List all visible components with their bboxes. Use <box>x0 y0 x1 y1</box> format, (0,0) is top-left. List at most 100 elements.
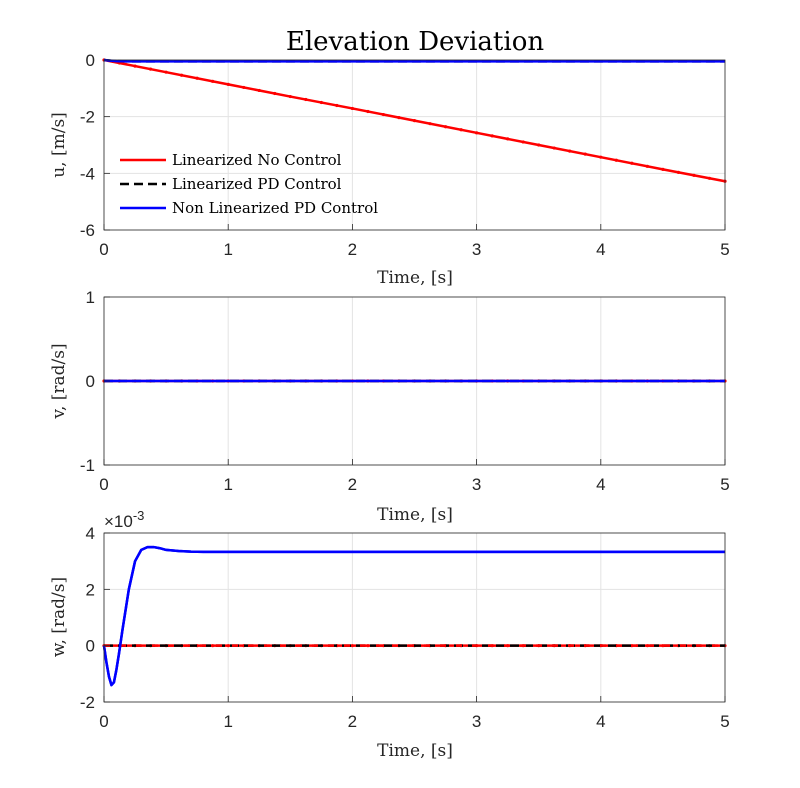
series-group <box>102 545 727 687</box>
panel-v: 0 1 2 3 4 5-101 Time, [s] v, [rad/s] <box>49 288 730 525</box>
plot-area <box>104 60 725 230</box>
x-axis-label: Time, [s] <box>377 505 453 525</box>
x-tick-label: 0 <box>99 712 108 731</box>
y-tick-label: -4 <box>80 164 95 183</box>
series-marker-linearized-no-control <box>599 155 603 159</box>
x-tick-label: 1 <box>223 712 232 731</box>
axes-box <box>103 532 726 703</box>
y-tick-label: -6 <box>80 221 95 240</box>
series-marker-linearized-no-control <box>226 82 230 86</box>
y-tick-label: -2 <box>80 108 95 127</box>
series-marker-linearized-no-control <box>692 173 696 177</box>
plot-area <box>104 533 725 702</box>
series-marker-linearized-no-control <box>475 131 479 135</box>
legend-entry: Linearized PD Control <box>172 175 342 193</box>
y-axis-label: w, [rad/s] <box>49 577 69 657</box>
series-marker-linearized-no-control <box>490 134 494 138</box>
ticks: 0 1 2 3 4 5-101 <box>80 288 730 494</box>
series-marker-linearized-no-control <box>381 112 386 117</box>
series-marker-linearized-no-control <box>521 140 525 144</box>
series-marker-linearized-no-control <box>412 119 417 123</box>
series-marker-linearized-no-control <box>614 158 618 162</box>
y-axis-label: v, [rad/s] <box>49 343 69 419</box>
series-marker-linearized-no-control <box>319 100 323 105</box>
series-group <box>102 379 727 383</box>
series-marker-linearized-no-control <box>366 644 370 648</box>
x-tick-label: 5 <box>720 475 729 494</box>
legend-entry: Linearized No Control <box>172 151 342 169</box>
series-marker-linearized-no-control <box>568 149 572 153</box>
x-tick-label: 1 <box>223 240 232 259</box>
series-marker-linearized-no-control <box>506 137 510 141</box>
series-marker-linearized-no-control <box>537 143 541 147</box>
y-tick-label: -2 <box>80 693 95 712</box>
ticks: 0 1 2 3 4 5 -6 -4 -2 0 <box>80 51 730 259</box>
y-axis-label: u, [m/s] <box>49 112 69 178</box>
legend: Linearized No Control Linearized PD Cont… <box>120 151 378 217</box>
x-tick-label: 5 <box>720 240 729 259</box>
series-marker-linearized-no-control <box>242 85 246 90</box>
series-marker-linearized-no-control <box>707 176 712 180</box>
series-marker-linearized-no-control <box>459 128 463 132</box>
series-marker-linearized-no-control <box>257 88 261 93</box>
y-tick-label: 2 <box>86 580 95 599</box>
y-tick-label: 4 <box>86 524 95 543</box>
series-marker-linearized-no-control <box>661 644 665 648</box>
series-marker-linearized-no-control <box>428 122 432 126</box>
series-marker-linearized-no-control <box>226 644 230 648</box>
series-marker-linearized-no-control <box>195 76 199 80</box>
series-marker-linearized-no-control <box>148 67 153 71</box>
x-axis-label: Time, [s] <box>377 741 453 761</box>
chart-title: Elevation Deviation <box>286 27 544 57</box>
series-marker-linearized-no-control <box>335 103 339 108</box>
series-marker-linearized-no-control <box>397 115 401 120</box>
x-tick-label: 3 <box>472 712 481 731</box>
series-marker-linearized-no-control <box>211 79 215 83</box>
series-marker-linearized-no-control <box>366 109 370 114</box>
legend-entry: Non Linearized PD Control <box>172 199 378 217</box>
x-tick-label: 5 <box>720 712 729 731</box>
x-tick-label: 4 <box>596 712 605 731</box>
y-tick-label: 0 <box>86 637 95 656</box>
x-tick-label: 4 <box>596 475 605 494</box>
x-tick-label: 2 <box>348 475 357 494</box>
series-marker-linearized-no-control <box>350 644 354 648</box>
x-axis-label: Time, [s] <box>377 268 453 288</box>
series-marker-linearized-no-control <box>273 91 277 96</box>
series-marker-linearized-no-control <box>552 146 556 150</box>
series-marker-linearized-no-control <box>443 125 448 129</box>
y-axis-exponent: ×10-3 <box>104 508 144 531</box>
series-line-non-linearized-pd-control-overlay <box>102 545 725 687</box>
y-tick-label: 0 <box>86 51 95 70</box>
y-tick-label: 1 <box>86 288 95 307</box>
series-marker-linearized-no-control <box>676 170 681 174</box>
series-group <box>102 58 727 183</box>
series-marker-linearized-no-control <box>180 73 184 77</box>
x-tick-label: 2 <box>348 240 357 259</box>
series-line-non-linearized-pd-control <box>103 58 725 63</box>
series-marker-linearized-no-control <box>350 106 354 111</box>
y-tick-label: -1 <box>80 456 95 475</box>
axes-box <box>103 59 726 231</box>
series-marker-linearized-no-control <box>661 167 665 171</box>
series-marker-linearized-no-control <box>304 97 308 102</box>
series-marker-linearized-no-control <box>288 94 292 99</box>
series-marker-linearized-no-control <box>211 644 215 648</box>
x-tick-label: 1 <box>223 475 232 494</box>
panel-u: 0 1 2 3 4 5 -6 -4 -2 0 Elevation Deviation Time, … <box>49 27 730 288</box>
y-tick-label: 0 <box>86 372 95 391</box>
x-tick-label: 4 <box>596 240 605 259</box>
x-tick-label: 3 <box>472 240 481 259</box>
series-marker-linearized-no-control <box>630 161 634 165</box>
series-marker-linearized-no-control <box>583 152 587 156</box>
series-marker-linearized-no-control <box>133 64 137 68</box>
series-marker-linearized-no-control <box>164 70 168 74</box>
x-tick-label: 0 <box>99 475 108 494</box>
x-tick-label: 0 <box>99 240 108 259</box>
x-tick-label: 2 <box>348 712 357 731</box>
series-marker-linearized-no-control <box>645 164 649 168</box>
x-tick-label: 3 <box>472 475 481 494</box>
